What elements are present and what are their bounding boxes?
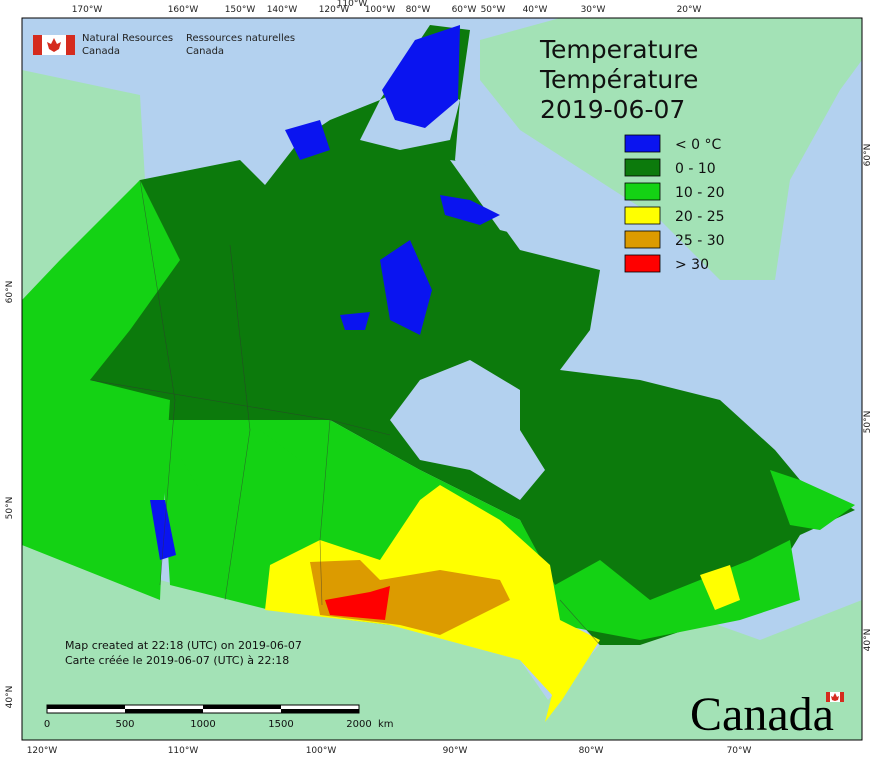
map-body [22, 18, 862, 740]
scale-label: 1500 [268, 719, 293, 730]
lon-label: 80°W [579, 746, 604, 756]
scale-bar: 0 500 1000 1500 2000 km [44, 704, 394, 730]
lon-label: 110°W [168, 746, 199, 756]
lat-label: 60°N [5, 281, 15, 304]
lon-label: 170°W [72, 5, 103, 15]
lon-label: 140°W [267, 5, 298, 15]
scale-segment [203, 705, 281, 709]
legend-swatch [624, 158, 661, 177]
lon-label: 90°W [443, 746, 468, 756]
note: Carte créée le 2019-06-07 (UTC) à 22:18 [65, 654, 289, 667]
legend-label: 20 - 25 [675, 209, 725, 225]
nrcan-signature: Natural Resources Canada Ressources natu… [33, 33, 295, 57]
canada-wordmark: Canada [690, 688, 844, 741]
note: Map created at 22:18 (UTC) on 2019-06-07 [65, 639, 302, 652]
scale-segment [47, 705, 125, 709]
zone-region [22, 180, 180, 600]
lon-label: 70°W [727, 746, 752, 756]
legend: < 0 °C 0 - 10 10 - 20 20 - 25 25 - 30 > 30 [624, 134, 725, 273]
lon-label: 60°W [452, 5, 477, 15]
legend-label: 0 - 10 [675, 161, 716, 177]
baffin-bay [450, 160, 560, 240]
legend-swatch [624, 134, 661, 153]
maple-leaf [47, 38, 61, 52]
boundary [139, 179, 176, 586]
scale-label: 2000 [346, 719, 371, 730]
flag-bar [826, 692, 830, 702]
zone-region [340, 312, 370, 330]
title: Temperature [539, 35, 698, 64]
scale-label: 1000 [190, 719, 215, 730]
zone-region [170, 430, 300, 500]
title: Température [539, 65, 698, 94]
boundaries [89, 179, 601, 646]
alaska [22, 70, 145, 300]
zone-region [440, 195, 500, 225]
wordmark: Canada [690, 688, 834, 741]
zone-region [150, 500, 176, 560]
lat-label: 50°N [863, 411, 873, 434]
scale-unit: km [378, 719, 394, 730]
zone-region [382, 25, 460, 128]
zone-region [285, 120, 330, 160]
zone-region [40, 25, 855, 645]
lon-label: 120°W [27, 746, 58, 756]
boundary [559, 599, 601, 646]
zone-region [325, 586, 390, 620]
scale-label: 500 [115, 719, 134, 730]
lon-label: 160°W [168, 5, 199, 15]
graticule-labels: 170°W 160°W 150°W 140°W 120°W 110°W 100°… [5, 0, 873, 756]
lon-label: 150°W [225, 5, 256, 15]
legend-swatch [624, 254, 661, 273]
lon-label: 20°W [677, 5, 702, 15]
scale-segment [125, 709, 203, 713]
flag-bar [840, 692, 844, 702]
org-name: Natural Resources [82, 33, 173, 44]
lat-label: 60°N [863, 144, 873, 167]
legend-label: > 30 [675, 257, 709, 273]
legend-label: 10 - 20 [675, 185, 725, 201]
scale-segment [281, 709, 359, 713]
scale-label: 0 [44, 719, 50, 730]
united-states [22, 540, 862, 740]
greenland [480, 18, 862, 280]
org-name: Canada [186, 46, 224, 57]
lat-label: 50°N [5, 497, 15, 520]
legend-label: < 0 °C [675, 137, 722, 153]
legend-swatch [624, 206, 661, 225]
lon-label: 110°W [337, 0, 368, 9]
hudson-bay [390, 360, 545, 500]
lon-label: 30°W [581, 5, 606, 15]
boundary [224, 244, 251, 601]
lon-label: 100°W [306, 746, 337, 756]
lon-label: 100°W [365, 5, 396, 15]
legend-swatch [624, 230, 661, 249]
boundary [319, 419, 331, 606]
flag-bar [33, 35, 42, 55]
date: 2019-06-07 [540, 95, 685, 124]
zone-region [700, 565, 740, 610]
maple-leaf [831, 693, 839, 701]
legend-swatch [624, 182, 661, 201]
zone-region [380, 240, 432, 335]
flag-bar [66, 35, 75, 55]
lat-label: 40°N [863, 629, 873, 652]
zone-region [770, 470, 855, 530]
lon-label: 80°W [406, 5, 431, 15]
lat-label: 40°N [5, 686, 15, 709]
lon-label: 50°W [481, 5, 506, 15]
map-frame [21, 17, 863, 741]
org-name: Canada [82, 46, 120, 57]
lon-label: 40°W [523, 5, 548, 15]
org-name: Ressources naturelles [186, 33, 295, 44]
lon-label: 120°W [319, 5, 350, 15]
legend-label: 25 - 30 [675, 233, 725, 249]
